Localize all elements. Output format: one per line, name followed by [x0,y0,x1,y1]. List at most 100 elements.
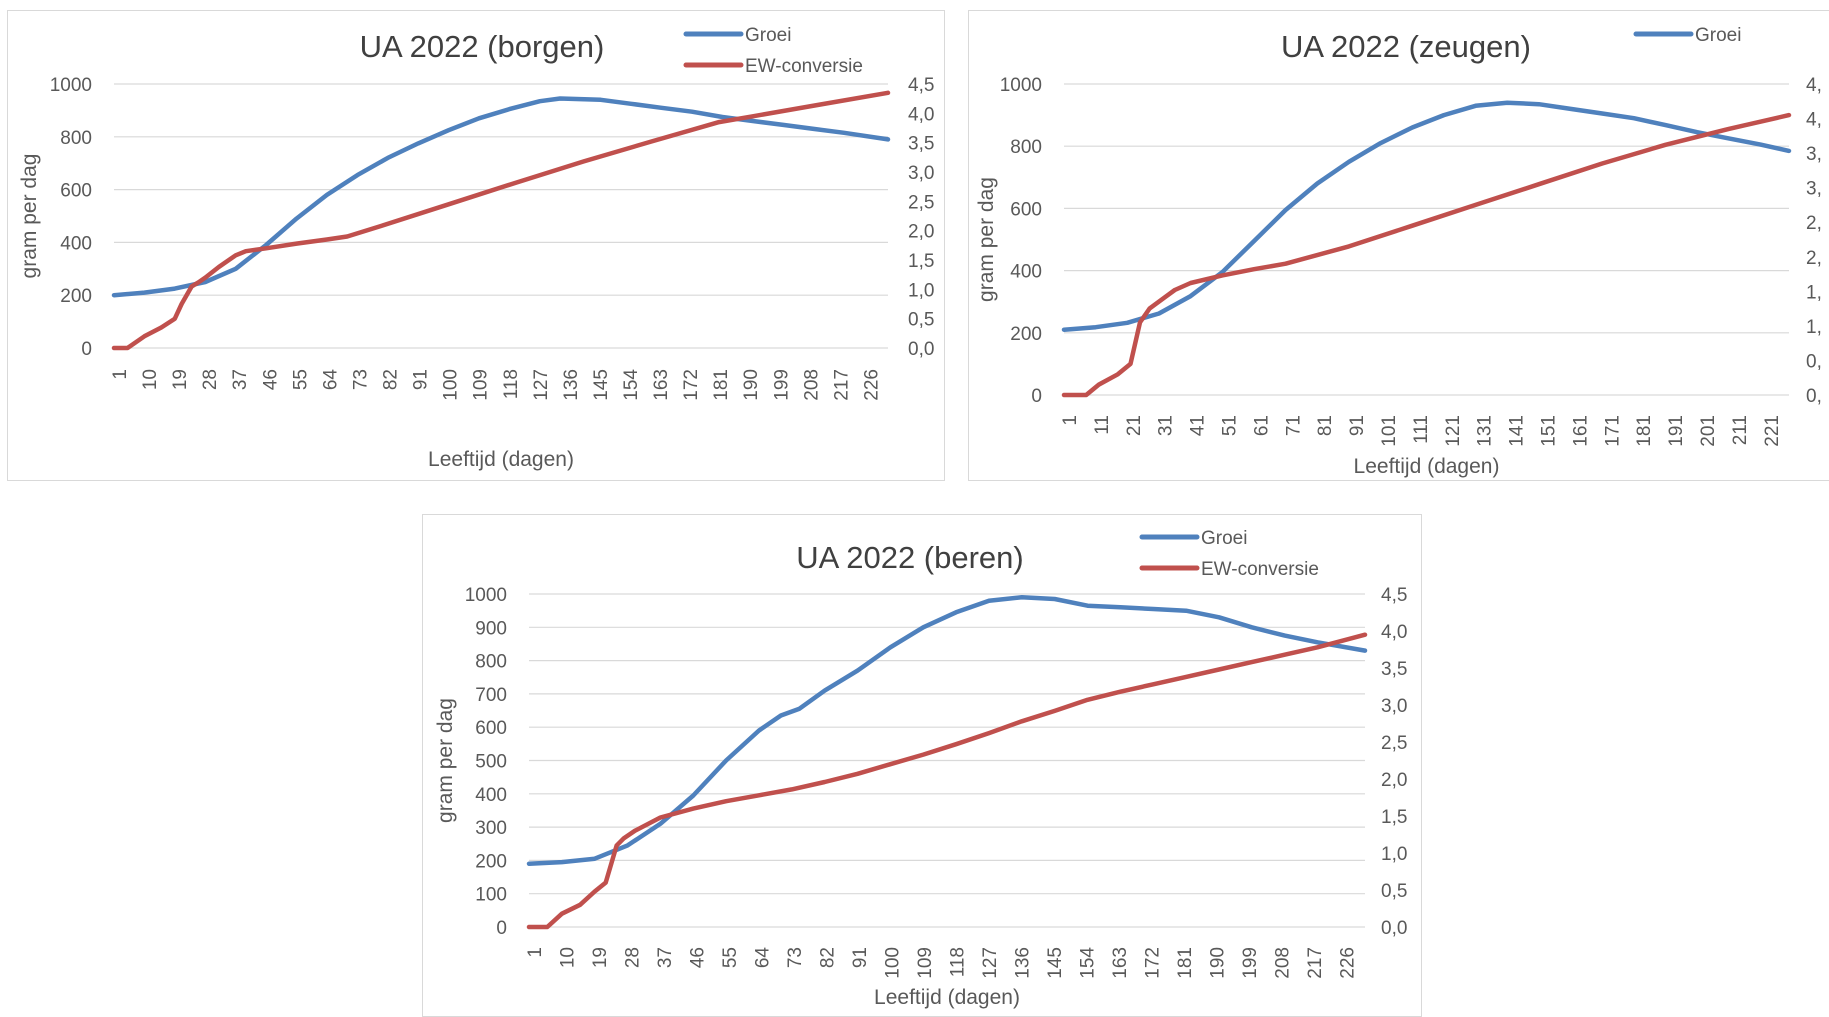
x-tick-label: 217 [1305,947,1326,979]
y-tick-label: 0 [496,918,507,939]
x-tick-label: 21 [1124,415,1145,436]
y-tick-label: 1000 [1000,75,1042,96]
series-line-groei [526,595,1368,866]
y-tick-label: 100 [475,885,507,906]
x-tick-label: 199 [1240,947,1261,979]
series-line-ew-conversie [526,632,1368,930]
x-tick-label: 1 [525,947,546,958]
x-tick-label: 37 [655,947,676,968]
x-tick-label: 151 [1539,415,1560,447]
x-tick-label: 91 [1347,415,1368,436]
x-tick-label: 64 [753,947,774,969]
y2-tick-label: 1,0 [908,280,934,301]
y2-tick-label: 3,5 [908,134,934,155]
y-axis-label: gram per dag [975,177,998,302]
x-tick-label: 61 [1251,415,1272,436]
y2-tick-label: 1,5 [908,251,934,272]
legend-label-groei: Groei [745,25,791,46]
x-tick-label: 100 [883,947,904,979]
series-line-ew-conversie [111,90,891,351]
y2-tick-label: 4, [1806,75,1822,96]
x-tick-label: 131 [1475,415,1496,447]
y-tick-label: 0 [81,339,92,360]
x-tick-label: 41 [1188,415,1209,436]
x-tick-label: 163 [1110,947,1131,979]
x-axis-label: Leeftijd (dagen) [1354,455,1500,478]
y2-tick-label: 2,0 [908,222,934,243]
x-tick-label: 109 [915,947,936,979]
x-tick-label: 91 [850,947,871,968]
y-tick-label: 0 [1031,386,1042,407]
x-tick-label: 208 [1273,947,1294,979]
series-line-groei [111,96,891,298]
y2-tick-label: 1,0 [1381,844,1407,865]
y-tick-label: 400 [1010,262,1042,283]
y-tick-label: 800 [60,128,92,149]
x-tick-label: 136 [1013,947,1034,979]
x-tick-label: 121 [1443,415,1464,447]
y2-tick-label: 2, [1806,213,1822,234]
y2-tick-label: 0,5 [1381,881,1407,902]
y-tick-label: 700 [475,685,507,706]
y-tick-label: 600 [1010,199,1042,220]
y2-tick-label: 4,0 [1381,622,1407,643]
y2-tick-label: 0, [1806,351,1822,372]
x-tick-label: 161 [1570,415,1591,447]
y-tick-label: 800 [1010,137,1042,158]
x-tick-label: 111 [1411,415,1432,444]
y2-tick-label: 0,0 [1381,918,1407,939]
y-tick-label: 1000 [50,75,92,96]
chart-title: UA 2022 (beren) [796,540,1023,575]
x-tick-label: 19 [170,369,191,390]
x-tick-label: 10 [558,947,579,968]
y2-tick-label: 1, [1806,317,1822,338]
x-tick-label: 73 [785,947,806,968]
y-tick-label: 200 [1010,324,1042,345]
x-tick-label: 127 [531,369,552,401]
y-axis-label: gram per dag [434,698,457,823]
x-tick-label: 28 [623,947,644,968]
y2-tick-label: 0, [1806,386,1822,407]
y2-tick-label: 3, [1806,144,1822,165]
chart-panel-beren: 0 100 200 300 400 500 600 700 800 900 1000 0,0 0,5 1,… [422,514,1422,1017]
y2-tick-label: 4,5 [1381,585,1407,606]
y2-tick-label: 3,0 [1381,696,1407,717]
y-axis-label: gram per dag [18,154,41,279]
x-tick-label: 73 [350,369,371,390]
x-tick-label: 91 [411,369,432,390]
x-tick-label: 154 [1078,947,1099,979]
x-tick-label: 201 [1698,415,1719,447]
y-tick-label: 200 [475,851,507,872]
x-tick-label: 1 [110,369,131,380]
x-tick-label: 46 [260,369,281,390]
chart-panel-borgen: 0 200 400 600 800 1000 0,0 0,5 1,0 1,5 2,0 2,5 3,0 3,… [7,10,945,481]
chart-borgen: 0 200 400 600 800 1000 0,0 0,5 1,0 1,5 2,0 2,5 3,0 3,… [18,25,934,471]
y2-tick-label: 1,5 [1381,807,1407,828]
x-tick-label: 100 [441,369,462,401]
x-tick-label: 163 [651,369,672,401]
y2-tick-label: 3,5 [1381,659,1407,680]
legend-label-ew-conversie: EW-conversie [1201,559,1319,580]
x-tick-label: 136 [561,369,582,401]
y-tick-label: 500 [475,752,507,773]
x-tick-label: 55 [720,947,741,968]
x-tick-label: 190 [741,369,762,401]
x-tick-label: 71 [1283,415,1304,436]
x-tick-label: 118 [948,947,969,977]
legend-label-groei: Groei [1201,528,1247,549]
x-tick-label: 154 [621,369,642,401]
x-tick-label: 109 [471,369,492,401]
x-tick-label: 190 [1208,947,1229,979]
y-tick-label: 900 [475,618,507,639]
y2-tick-label: 0,5 [908,310,934,331]
x-tick-label: 199 [771,369,792,401]
x-tick-label: 217 [831,369,852,401]
x-tick-label: 221 [1762,415,1783,447]
y2-tick-label: 2, [1806,248,1822,269]
legend-label-ew-conversie: EW-conversie [745,56,863,77]
x-tick-label: 226 [1338,947,1359,979]
y-tick-label: 800 [475,652,507,673]
chart-panel-zeugen: 0 200 400 600 800 1000 0, 0, 1, 1, 2, 2, 3, 3, 4, 4, 1 11… [968,10,1829,481]
x-tick-label: 1 [1060,415,1081,426]
